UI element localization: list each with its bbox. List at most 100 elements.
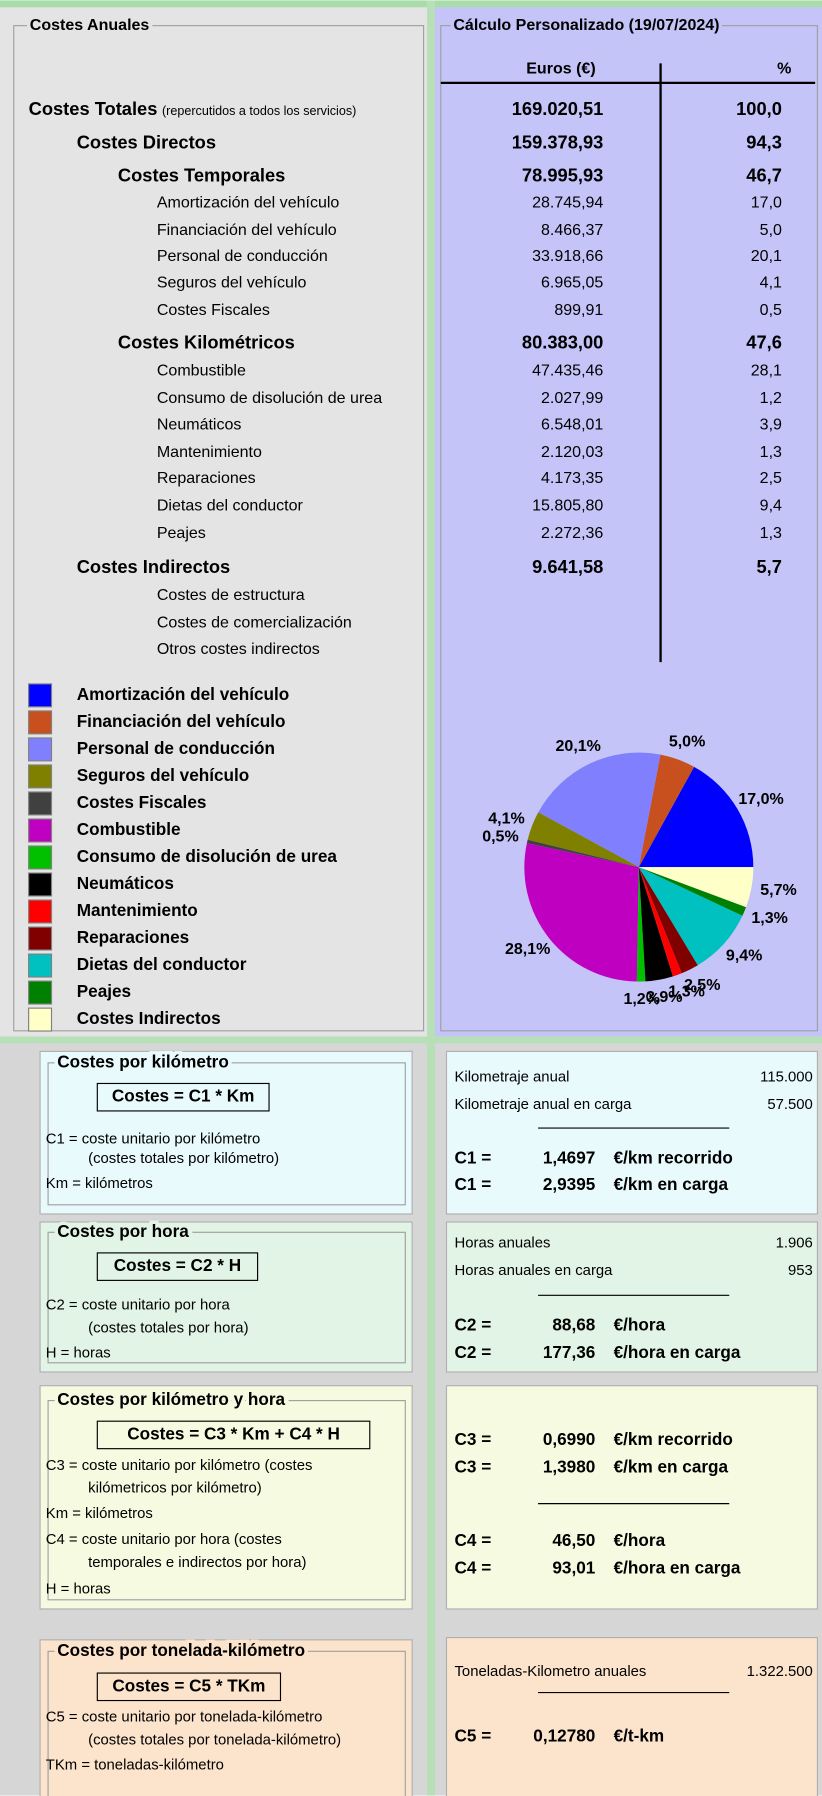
top-strip bbox=[0, 0, 822, 8]
row-euros: 169.020,51 bbox=[512, 98, 604, 119]
row-pct: 46,7 bbox=[746, 165, 782, 186]
section-box bbox=[39, 1639, 413, 1796]
pie-slice bbox=[638, 867, 673, 982]
result-symbol: C4 = bbox=[455, 1530, 492, 1550]
legend-swatch bbox=[28, 737, 53, 762]
result-unit: €/hora en carga bbox=[614, 1557, 741, 1577]
slice-label: 28,1% bbox=[505, 940, 550, 958]
row-pct: 5,0 bbox=[760, 221, 782, 239]
result-value: 88,68 bbox=[552, 1315, 595, 1335]
legend-swatch bbox=[28, 710, 53, 735]
formula: Costes = C1 * Km bbox=[112, 1086, 255, 1106]
result-value: 0,12780 bbox=[533, 1726, 595, 1746]
row-label: Seguros del vehículo bbox=[157, 273, 307, 291]
row-euros: 159.378,93 bbox=[512, 131, 604, 152]
left-panel bbox=[0, 7, 428, 1037]
group-box bbox=[47, 1062, 406, 1206]
row-pct: 2,5 bbox=[760, 469, 782, 487]
row-label: Peajes bbox=[157, 524, 206, 542]
formula-box bbox=[96, 1252, 259, 1281]
section-box bbox=[39, 1050, 413, 1215]
result-unit: €/km recorrido bbox=[614, 1429, 733, 1449]
section-box bbox=[39, 1385, 413, 1610]
note: C3 = coste unitario por kilómetro (coste… bbox=[46, 1458, 313, 1474]
row-euros: 80.383,00 bbox=[522, 332, 603, 353]
result-value: 2,9395 bbox=[543, 1174, 596, 1194]
input-label: Horas anuales bbox=[455, 1236, 551, 1252]
note: (costes totales por kilómetro) bbox=[88, 1151, 279, 1167]
result-unit: €/km recorrido bbox=[614, 1148, 733, 1168]
section-box bbox=[39, 1221, 413, 1373]
row-label: Costes Totales bbox=[29, 98, 158, 119]
row-pct: 94,3 bbox=[746, 131, 782, 152]
section-box bbox=[445, 1636, 818, 1796]
row-pct: 47,6 bbox=[746, 332, 782, 353]
section-title: Costes por kilómetro y hora bbox=[57, 1389, 285, 1409]
row-label: Financiación del vehículo bbox=[157, 221, 337, 239]
note: H = horas bbox=[46, 1581, 111, 1597]
note: C2 = coste unitario por hora bbox=[46, 1298, 231, 1314]
input-value: 115.000 bbox=[760, 1070, 813, 1086]
row-euros: 6.965,05 bbox=[541, 273, 603, 291]
legend-swatch bbox=[28, 818, 53, 843]
legend-swatch bbox=[28, 953, 53, 978]
group-box bbox=[47, 1650, 406, 1796]
pie-slice bbox=[638, 867, 754, 908]
row-euros: 33.918,66 bbox=[532, 247, 603, 265]
bottom-divider bbox=[0, 1036, 822, 1044]
result-unit: €/hora bbox=[614, 1315, 666, 1335]
result-value: 1,3980 bbox=[543, 1457, 595, 1477]
row-euros: 47.435,46 bbox=[532, 362, 603, 380]
group-box bbox=[13, 25, 425, 1032]
legend-swatch bbox=[28, 980, 53, 1005]
formula-box bbox=[96, 1082, 270, 1112]
pie-slice bbox=[527, 812, 639, 868]
legend-label: Amortización del vehículo bbox=[77, 684, 290, 704]
row-pct: 1,3 bbox=[760, 443, 782, 461]
slice-label: 20,1% bbox=[556, 737, 601, 755]
input-value: 953 bbox=[788, 1263, 813, 1279]
legend-swatch bbox=[28, 764, 53, 789]
row-label: Costes de estructura bbox=[157, 586, 305, 604]
pie-slice bbox=[526, 839, 639, 868]
note: Km = kilómetros bbox=[46, 1506, 153, 1522]
input-value: 1.906 bbox=[776, 1236, 813, 1252]
slice-label: 3,9% bbox=[646, 988, 683, 1006]
input-label: Kilometraje anual en carga bbox=[455, 1097, 633, 1113]
row-pct: 17,0 bbox=[751, 193, 782, 211]
row-euros: 2.120,03 bbox=[541, 443, 603, 461]
input-label: Toneladas-Kilometro anuales bbox=[455, 1664, 647, 1680]
pie-slice bbox=[524, 843, 639, 982]
slice-label: 1,2% bbox=[623, 990, 660, 1008]
row-pct: 5,7 bbox=[756, 556, 781, 577]
result-symbol: C1 = bbox=[455, 1148, 492, 1168]
slice-label: 5,0% bbox=[669, 732, 706, 750]
divider bbox=[427, 0, 436, 1796]
legend-label: Dietas del conductor bbox=[77, 954, 247, 974]
slice-label: 4,1% bbox=[488, 809, 525, 827]
legend-swatch bbox=[28, 683, 53, 708]
note: (costes totales por hora) bbox=[88, 1320, 248, 1336]
legend-swatch bbox=[28, 926, 53, 951]
slice-label: 2,5% bbox=[684, 976, 721, 994]
slice-label: 1,3% bbox=[668, 982, 705, 1000]
legend-label: Costes Indirectos bbox=[77, 1008, 221, 1028]
result-symbol: C2 = bbox=[455, 1342, 492, 1362]
column-header: Euros (€) bbox=[526, 59, 595, 77]
result-unit: €/km en carga bbox=[614, 1174, 729, 1194]
section-box bbox=[445, 1050, 818, 1215]
row-label: Consumo de disolución de urea bbox=[157, 389, 382, 407]
row-label: Personal de conducción bbox=[157, 247, 328, 265]
row-euros: 28.745,94 bbox=[532, 193, 603, 211]
legend-label: Seguros del vehículo bbox=[77, 765, 250, 785]
slice-label: 17,0% bbox=[738, 790, 783, 808]
legend-label: Neumáticos bbox=[77, 873, 174, 893]
result-symbol: C2 = bbox=[455, 1315, 492, 1335]
formula: Costes = C3 * Km + C4 * H bbox=[127, 1423, 340, 1443]
row-euros: 15.805,80 bbox=[532, 497, 603, 515]
result-symbol: C3 = bbox=[455, 1457, 492, 1477]
legend-swatch bbox=[28, 791, 53, 816]
note: temporales e indirectos por hora) bbox=[88, 1555, 306, 1571]
pie-slice bbox=[638, 867, 698, 974]
